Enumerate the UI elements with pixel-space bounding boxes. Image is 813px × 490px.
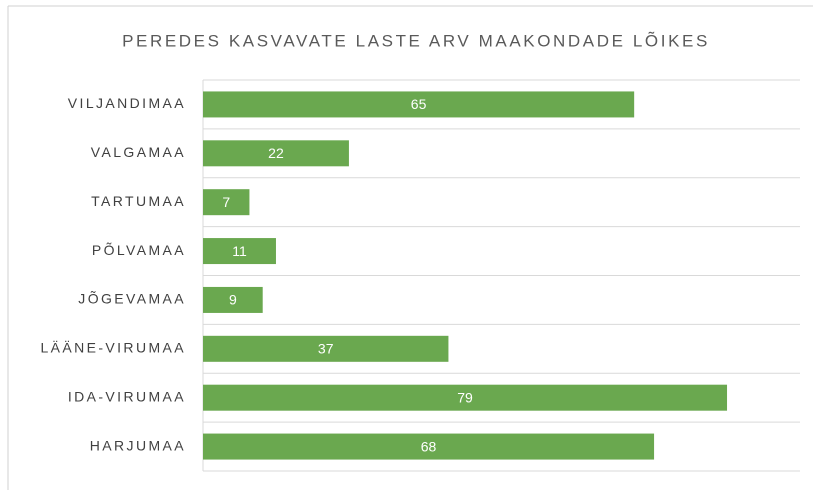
bar [203, 433, 655, 460]
bar [203, 189, 250, 216]
bar [203, 384, 728, 411]
y-tick-label: VILJANDIMAA [68, 95, 186, 111]
data-label: 11 [232, 243, 247, 259]
bar [203, 335, 449, 362]
y-tick-label: HARJUMAA [90, 437, 186, 453]
data-label: 79 [457, 389, 473, 405]
data-label: 9 [229, 292, 237, 308]
y-tick-label: PÕLVAMAA [92, 242, 186, 258]
y-tick-label: VALGAMAA [91, 144, 186, 160]
y-tick-label: LÄÄNE-VIRUMAA [40, 340, 186, 356]
y-tick-label: TARTUMAA [91, 193, 186, 209]
data-label: 37 [318, 341, 334, 357]
bar [203, 238, 276, 265]
bar [203, 91, 635, 118]
y-tick-label: JÕGEVAMAA [78, 291, 186, 307]
data-label: 22 [268, 145, 284, 161]
bar [203, 140, 349, 167]
data-label: 68 [421, 438, 437, 454]
chart-title: PEREDES KASVAVATE LASTE ARV MAAKONDADE L… [122, 31, 710, 50]
bar [203, 286, 263, 313]
data-label: 65 [411, 96, 427, 112]
data-label: 7 [222, 194, 230, 210]
y-tick-label: IDA-VIRUMAA [68, 388, 186, 404]
